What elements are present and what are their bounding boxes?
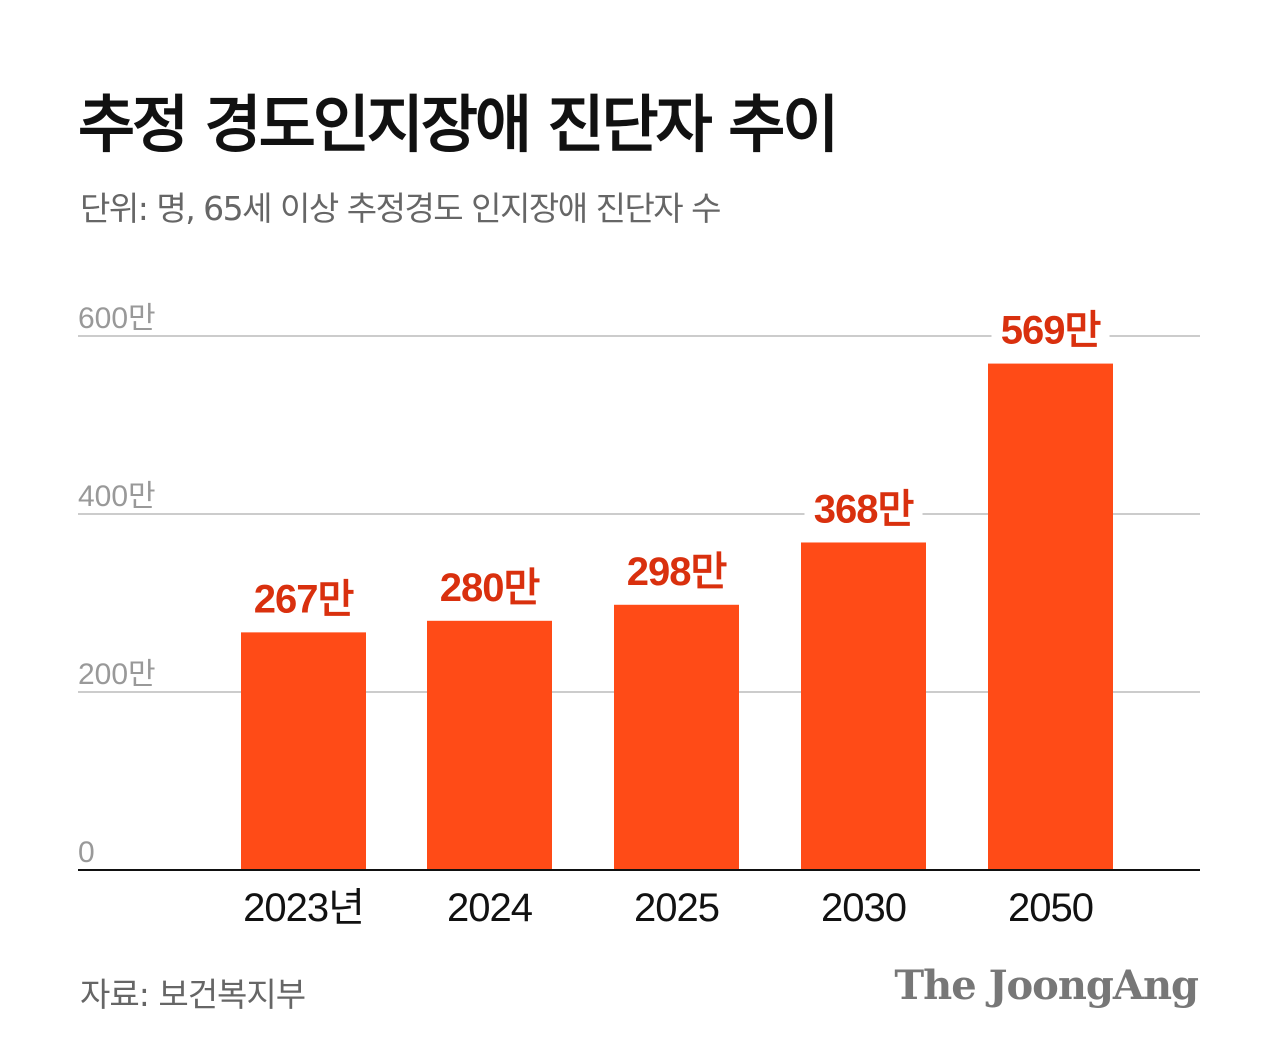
y-tick-label: 200만: [78, 658, 156, 691]
data-label: 368만: [814, 487, 915, 531]
chart-subtitle: 단위: 명, 65세 이상 추정경도 인지장애 진단자 수: [80, 189, 722, 228]
bar: [801, 542, 926, 870]
data-label-background: [617, 544, 736, 593]
y-tick-label: 600만: [78, 302, 156, 335]
bar: [427, 620, 552, 870]
x-tick-label: 2023년: [243, 886, 364, 930]
data-label-background: [991, 303, 1110, 352]
source-note: 자료: 보건복지부: [80, 975, 306, 1014]
bar: [988, 363, 1113, 870]
x-tick-label: 2024: [447, 886, 533, 930]
x-tick-label: 2050: [1008, 886, 1093, 930]
data-label: 267만: [254, 577, 355, 621]
data-label-background: [430, 560, 549, 609]
y-tick-label: 400만: [78, 480, 156, 513]
bar: [241, 632, 366, 870]
publisher-logo: The JoongAng: [894, 962, 1199, 1009]
bar: [614, 604, 739, 870]
data-label-background: [804, 482, 923, 531]
data-label-background: [244, 572, 363, 621]
data-label: 280만: [440, 566, 541, 610]
x-tick-label: 2025: [634, 886, 719, 930]
data-label: 298만: [627, 550, 728, 594]
chart-title: 추정 경도인지장애 진단자 추이: [78, 88, 839, 161]
data-label: 569만: [1001, 309, 1102, 353]
x-tick-label: 2030: [821, 886, 906, 930]
y-tick-label: 0: [78, 836, 95, 869]
